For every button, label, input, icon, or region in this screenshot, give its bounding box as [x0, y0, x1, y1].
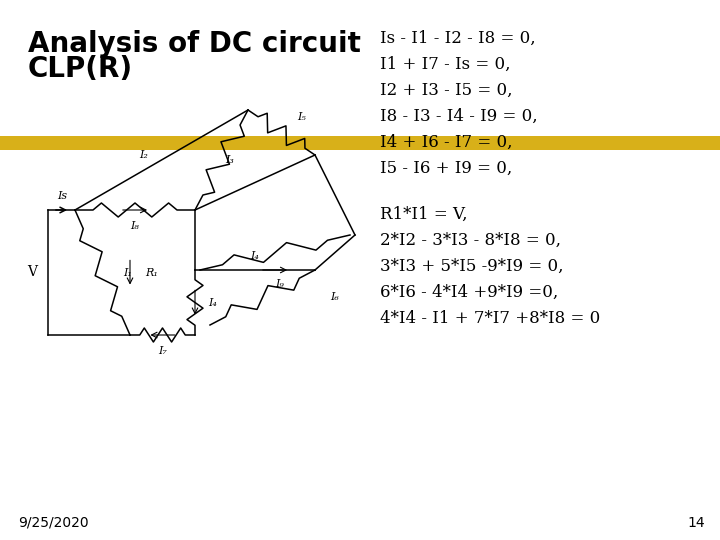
- Text: I₆: I₆: [330, 293, 339, 302]
- Text: I₅: I₅: [297, 112, 306, 123]
- Text: I₁: I₁: [124, 267, 132, 278]
- Text: I₃: I₃: [225, 155, 235, 165]
- Text: R₁: R₁: [145, 267, 158, 278]
- Bar: [0, 136, 720, 150]
- Text: Analysis of DC circuit: Analysis of DC circuit: [28, 30, 361, 58]
- Text: 2*I2 - 3*I3 - 8*I8 = 0,: 2*I2 - 3*I3 - 8*I8 = 0,: [380, 232, 561, 249]
- Text: I5 - I6 + I9 = 0,: I5 - I6 + I9 = 0,: [380, 160, 512, 177]
- Text: I₇: I₇: [158, 346, 167, 356]
- Text: Is - I1 - I2 - I8 = 0,: Is - I1 - I2 - I8 = 0,: [380, 30, 536, 47]
- Text: CLP(R): CLP(R): [28, 55, 133, 83]
- Text: Is: Is: [57, 191, 67, 201]
- Text: 3*I3 + 5*I5 -9*I9 = 0,: 3*I3 + 5*I5 -9*I9 = 0,: [380, 258, 564, 275]
- Text: R1*I1 = V,: R1*I1 = V,: [380, 206, 467, 223]
- Text: I4 + I6 - I7 = 0,: I4 + I6 - I7 = 0,: [380, 134, 513, 151]
- Text: I₄: I₄: [251, 251, 259, 261]
- Text: 6*I6 - 4*I4 +9*I9 =0,: 6*I6 - 4*I4 +9*I9 =0,: [380, 284, 558, 301]
- Text: I₈: I₈: [130, 221, 140, 231]
- Text: V: V: [27, 266, 37, 280]
- Text: I₉: I₉: [276, 279, 284, 289]
- Text: I₄: I₄: [209, 298, 217, 307]
- Text: I1 + I7 - Is = 0,: I1 + I7 - Is = 0,: [380, 56, 510, 73]
- Text: 9/25/2020: 9/25/2020: [18, 516, 89, 530]
- Text: I8 - I3 - I4 - I9 = 0,: I8 - I3 - I4 - I9 = 0,: [380, 108, 538, 125]
- Text: 14: 14: [688, 516, 705, 530]
- Text: I₂: I₂: [139, 150, 148, 160]
- Text: I2 + I3 - I5 = 0,: I2 + I3 - I5 = 0,: [380, 82, 513, 99]
- Text: 4*I4 - I1 + 7*I7 +8*I8 = 0: 4*I4 - I1 + 7*I7 +8*I8 = 0: [380, 310, 600, 327]
